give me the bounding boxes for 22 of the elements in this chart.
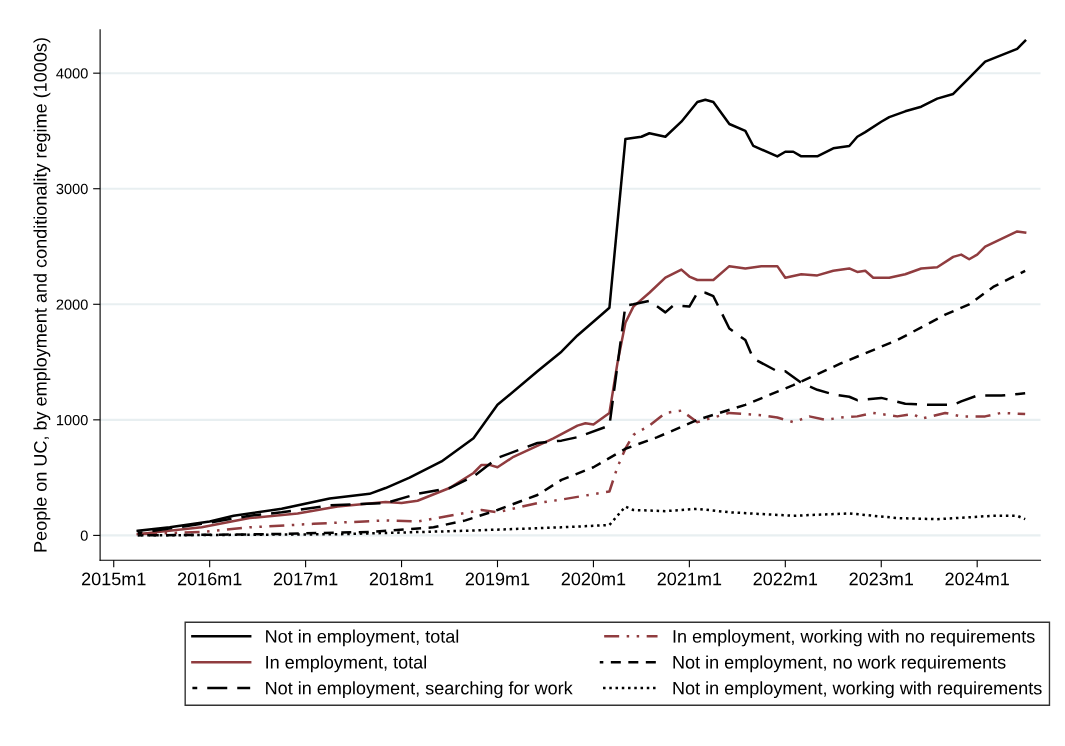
legend-label: Not in employment, working with requirements [673, 681, 1042, 699]
legend-label: Not in employment, searching for work [266, 681, 573, 699]
x-tick-label: 2015m1 [82, 572, 146, 586]
legend-label: Not in employment, total [266, 629, 459, 647]
legend-label: In employment, working with no requirements [673, 629, 1035, 647]
x-tick-label: 2023m1 [849, 572, 913, 586]
y-tick-label: 0 [80, 530, 88, 541]
legend-label: In employment, total [266, 655, 426, 673]
x-tick-label: 2016m1 [177, 572, 242, 586]
x-tick-label: 2021m1 [657, 572, 722, 586]
x-tick-label: 2019m1 [465, 572, 530, 586]
x-tick-label: 2017m1 [273, 572, 338, 586]
x-tick-label: 2020m1 [561, 572, 626, 586]
y-tick-label: 4000 [56, 68, 88, 79]
x-tick-label: 2018m1 [369, 572, 434, 586]
y-tick-label: 1000 [56, 414, 88, 426]
x-tick-label: 2022m1 [753, 572, 818, 586]
legend-label: Not in employment, no work requirements [673, 655, 1006, 673]
y-tick-label: 2000 [56, 299, 88, 310]
y-axis-title: People on UC, by employment and conditionality regime (1000s) [33, 38, 51, 552]
y-tick-label: 3000 [56, 183, 88, 195]
x-tick-label: 2024m1 [945, 572, 1009, 586]
